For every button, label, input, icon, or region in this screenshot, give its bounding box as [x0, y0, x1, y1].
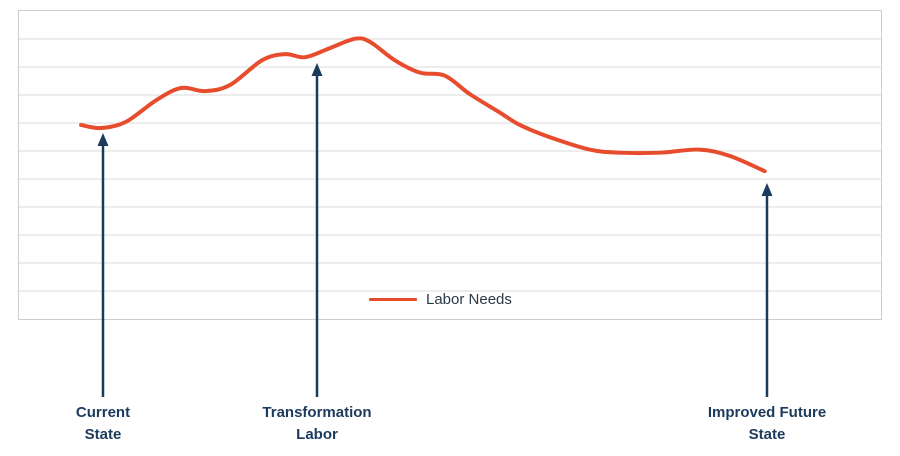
labor-needs-line [79, 36, 767, 174]
annotation-label: Improved Future State [707, 404, 827, 443]
chart-area: Labor Needs [18, 10, 882, 320]
legend-label: Labor Needs [426, 291, 512, 308]
annotation-label: Current State [75, 404, 131, 443]
legend-line-swatch [369, 298, 417, 301]
labor-needs-line-chart [19, 36, 881, 292]
legend: Labor Needs [369, 291, 512, 308]
annotation-label: Transformation Labor [262, 404, 372, 443]
